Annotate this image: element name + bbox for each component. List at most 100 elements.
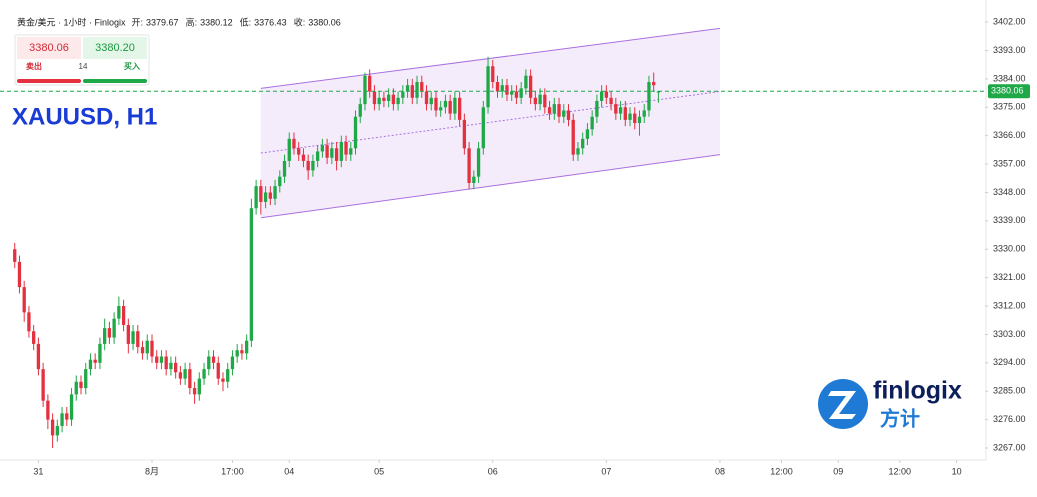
candle-body [221, 378, 225, 382]
candle-body [155, 356, 159, 363]
channel-fill [260, 28, 720, 218]
candle-body [74, 381, 78, 395]
candle-body [453, 97, 457, 114]
sell-price[interactable]: 3380.06 [29, 42, 69, 54]
candle-body [557, 104, 561, 117]
candle-body [552, 104, 556, 114]
candle-body [107, 328, 112, 338]
candle-body [121, 306, 126, 325]
candle-body [339, 141, 343, 161]
y-tick-label: 3285.00 [993, 386, 1026, 396]
y-tick-label: 3348.00 [993, 187, 1026, 197]
channel-upper [260, 27, 721, 89]
x-tick-label: 12:00 [889, 466, 912, 476]
y-tick-label: 3294.00 [993, 357, 1026, 367]
candle-body [415, 82, 419, 98]
candle-body [571, 119, 575, 155]
candle-body [642, 110, 646, 117]
x-tick-label: 07 [601, 466, 611, 476]
sell-button[interactable]: 卖出 [26, 61, 42, 71]
candle-body [173, 362, 178, 373]
x-tick-label: 06 [488, 466, 498, 476]
candle-body [514, 91, 519, 98]
candle-body [202, 369, 206, 379]
candle-body [192, 388, 197, 395]
buy-price[interactable]: 3380.20 [95, 42, 135, 54]
ohlc-value: 3380.06 [308, 17, 341, 27]
candle-body [27, 312, 31, 332]
candle-body [528, 75, 533, 98]
candle-body [599, 91, 604, 101]
candle-body [590, 116, 594, 130]
candle-body [278, 176, 282, 187]
candle-body [334, 148, 339, 161]
candle-body [140, 347, 145, 354]
candle-body [216, 362, 220, 379]
ohlc-label: 低: [240, 16, 252, 27]
candle-body [112, 318, 116, 338]
ohlc-label: 高: [186, 16, 198, 27]
buy-cell[interactable] [83, 37, 147, 59]
candle-body [472, 176, 476, 183]
candle-body [401, 91, 405, 98]
x-tick-label: 31 [33, 466, 43, 476]
candle-body [32, 331, 36, 344]
x-tick-label: 04 [284, 466, 294, 476]
candle-body [424, 91, 429, 105]
candle-body [226, 369, 230, 382]
candle-body [358, 104, 362, 117]
header: 黄金/美元 · 1小时 · Finlogix 开: 3379.67 高: 3380.1… [17, 16, 341, 27]
candle-body [282, 160, 287, 177]
symbol-line: 黄金/美元 · 1小时 · Finlogix [17, 16, 126, 27]
candle-body [13, 249, 17, 262]
candle-body [439, 107, 443, 111]
candle-body [623, 107, 627, 120]
y-tick-label: 3339.00 [993, 215, 1026, 225]
candle-body [315, 151, 320, 161]
candle-body [254, 186, 258, 209]
candle-body [510, 91, 514, 95]
candle-body [330, 148, 334, 158]
candle-body [287, 138, 291, 161]
sell-cell[interactable] [17, 37, 81, 59]
candle-body [41, 369, 45, 401]
candle-body [297, 148, 301, 155]
ohlc-value: 3380.12 [200, 17, 233, 27]
candle-body [301, 154, 306, 161]
candle-body [268, 192, 272, 199]
candle-body [178, 372, 183, 379]
ohlc-label: 开: [132, 17, 144, 27]
y-tick-label: 3357.00 [993, 158, 1026, 168]
candle-body [581, 138, 585, 149]
y-tick-label: 3303.00 [993, 329, 1026, 339]
candle-body [88, 359, 93, 370]
candle-body [17, 261, 22, 288]
x-tick-label: 12:00 [770, 466, 793, 476]
candle-body [628, 113, 632, 120]
y-tick-label: 3384.00 [993, 73, 1026, 83]
candle-body [169, 362, 173, 370]
candle-body [98, 343, 102, 363]
candle-body [382, 97, 386, 101]
sell-bar [17, 79, 81, 83]
candle-body [368, 75, 372, 92]
y-tick-label: 3312.00 [993, 300, 1026, 310]
candle-body [410, 85, 414, 98]
candle-body [396, 97, 400, 105]
candle-body [207, 356, 211, 370]
candle-body [363, 75, 367, 105]
candle-body [159, 356, 164, 363]
x-tick-label: 17:00 [221, 466, 244, 476]
candle-body [103, 328, 107, 344]
last-price-label: 3380.06 [991, 86, 1024, 96]
x-tick-label: 10 [952, 466, 962, 476]
trade-widget[interactable]: 3380.06 3380.20 卖出 14 买入 [14, 34, 150, 86]
candle-body [131, 331, 135, 344]
buy-button[interactable]: 买入 [124, 62, 140, 71]
candle-body [386, 94, 391, 101]
plot-area [0, 27, 985, 449]
candle-body [595, 100, 599, 117]
candle-body [320, 145, 325, 152]
candle-body [434, 97, 438, 111]
candle-body [420, 82, 424, 92]
